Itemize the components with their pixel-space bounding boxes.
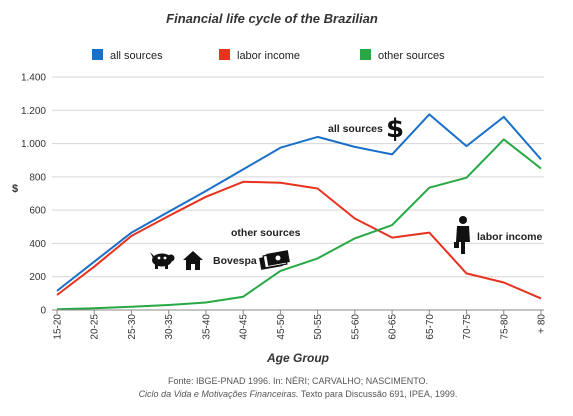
house-icon	[183, 251, 203, 270]
annotation-other-sources: other sources	[231, 227, 301, 239]
source-line-1: Fonte: IBGE-PNAD 1996. In: NÉRI; CARVALH…	[168, 376, 428, 386]
y-tick-label: 800	[29, 172, 46, 183]
y-tick-label: 0	[40, 306, 46, 317]
banknotes-icon	[259, 250, 290, 270]
x-tick-label: 75-80	[499, 314, 510, 340]
x-axis-title: Age Group	[266, 351, 329, 365]
legend-label-other-sources: other sources	[378, 50, 445, 62]
series-line-other-sources	[56, 138, 542, 311]
gridlines	[52, 76, 544, 278]
x-tick-label: 70-75	[462, 314, 473, 340]
series-line-labor-income	[56, 180, 542, 300]
x-tick-label: 45-50	[276, 314, 287, 340]
legend-swatch-other-sources	[360, 49, 371, 60]
x-tick-label: 30-35	[164, 314, 175, 340]
source-line-2-italic: Ciclo da Vida e Motivações Financeiras.	[139, 389, 299, 399]
legend-label-all-sources: all sources	[110, 50, 163, 62]
x-tick-label: 65-70	[425, 314, 436, 340]
dollar-icon: $	[386, 114, 404, 144]
x-tick-label: 25-30	[127, 314, 138, 340]
y-tick-label: 600	[29, 206, 46, 217]
x-tick-label: 15-20	[53, 314, 64, 340]
legend: all sources labor income other sources	[92, 49, 445, 62]
y-tick-label: 1.200	[21, 106, 46, 117]
y-tick-label: 1.400	[21, 73, 46, 84]
x-tick-label: 35-40	[201, 314, 212, 340]
annotation-labor-income: labor income	[477, 231, 543, 243]
chart-title: Financial life cycle of the Brazilian	[166, 11, 378, 26]
legend-label-labor-income: labor income	[237, 50, 300, 62]
x-tick-label: 50-55	[313, 314, 324, 340]
annotation-bovespa: Bovespa	[213, 255, 257, 267]
svg-text:$: $	[386, 114, 404, 144]
x-tick-labels: 15-20 20-25 25-30 30-35 35-40 40-45 45-50 50-55…	[53, 310, 548, 340]
piggy-bank-icon	[150, 252, 175, 269]
annotation-all-sources: all sources	[328, 123, 383, 135]
y-tick-label: 1.000	[21, 139, 46, 150]
x-tick-label: 20-25	[90, 314, 101, 340]
x-tick-label: 60-65	[388, 314, 399, 340]
y-tick-label: 400	[29, 239, 46, 250]
series-line-all-sources	[56, 113, 542, 292]
x-tick-label: + 80	[537, 314, 548, 334]
y-tick-labels: 0 200 400 600 800 1.000 1.200 1.400	[21, 73, 46, 317]
y-axis-label: $	[12, 183, 18, 195]
x-tick-label: 40-45	[239, 314, 250, 340]
businessman-icon	[454, 216, 470, 254]
source-line-2: Ciclo da Vida e Motivações Financeiras. …	[139, 389, 458, 399]
x-tick-label: 55-60	[350, 314, 361, 340]
series-lines	[56, 113, 542, 311]
y-tick-label: 200	[29, 272, 46, 283]
legend-swatch-labor-income	[219, 49, 230, 60]
source-line-2-rest: Texto para Discussão 691, IPEA, 1999.	[298, 389, 457, 399]
legend-swatch-all-sources	[92, 49, 103, 60]
